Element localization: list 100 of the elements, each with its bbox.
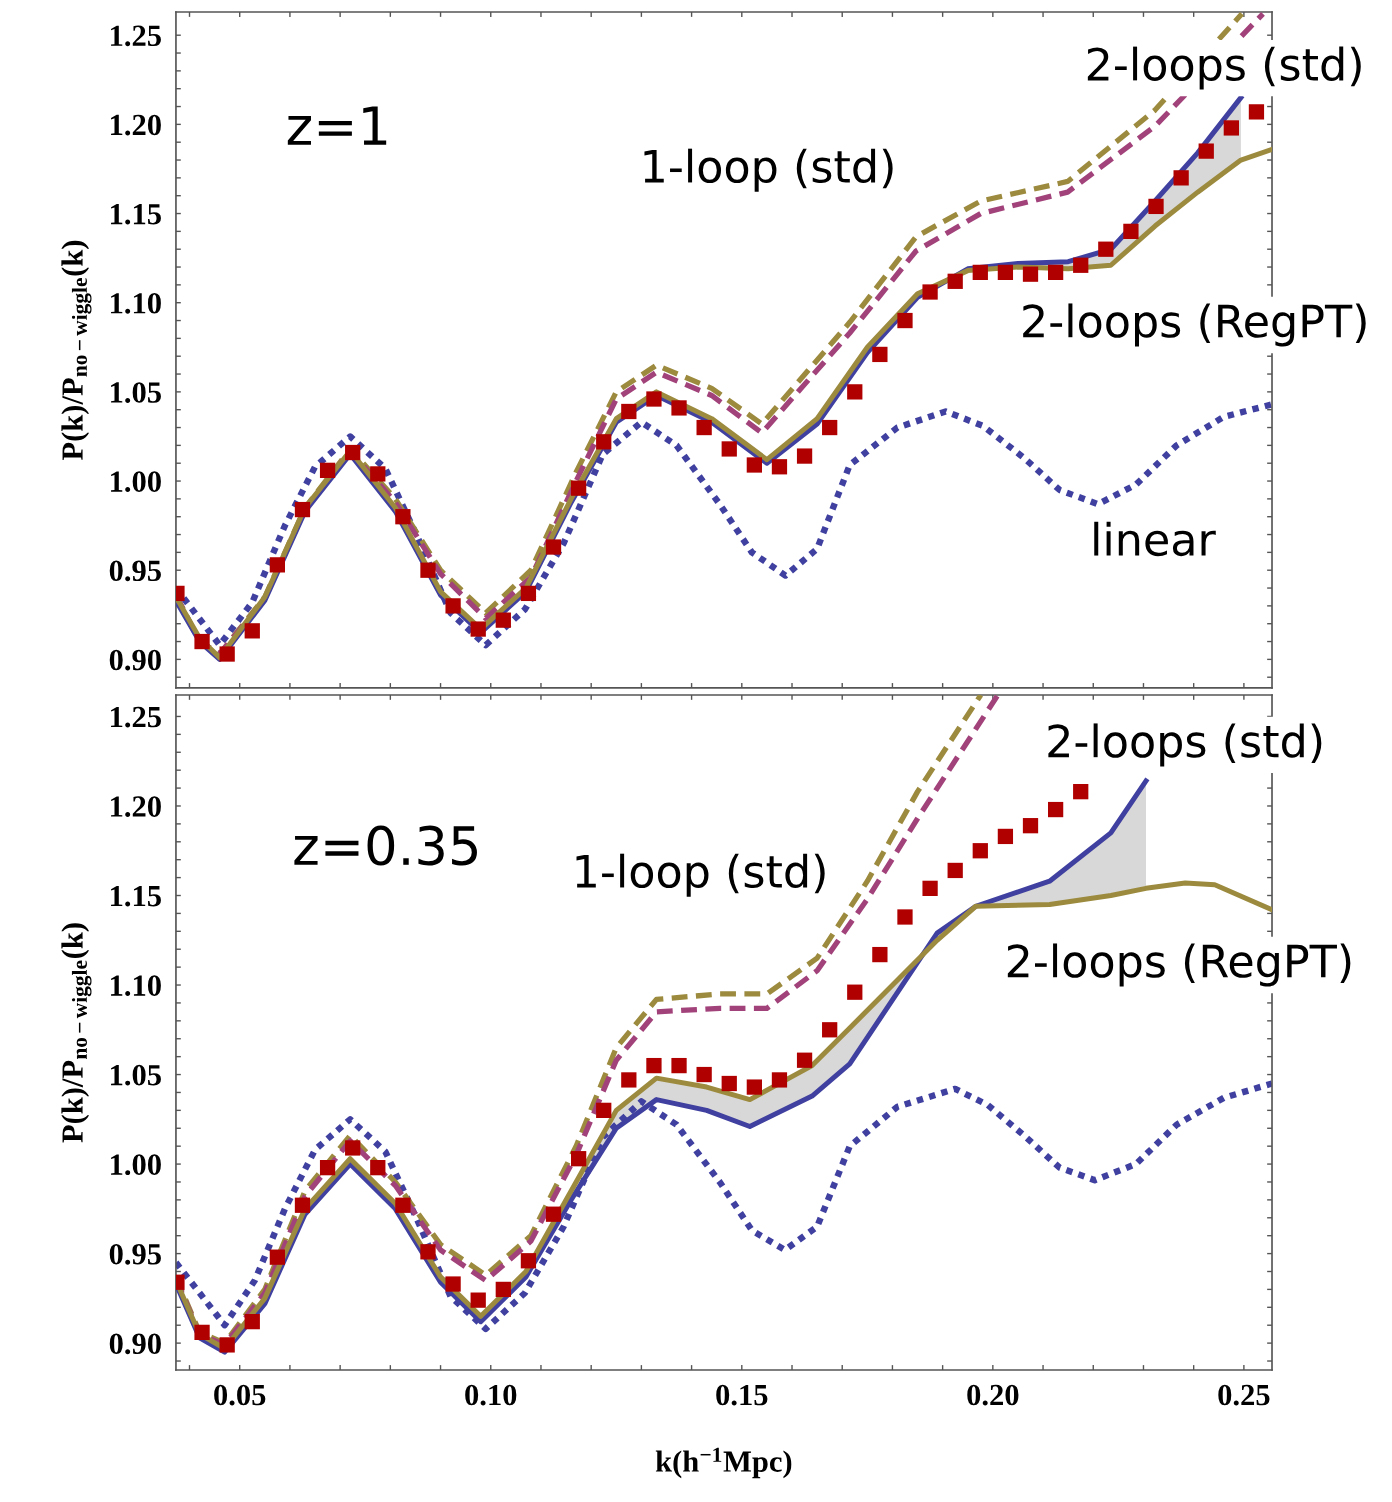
point — [972, 843, 988, 859]
point — [771, 1072, 788, 1088]
point — [947, 273, 963, 289]
point — [847, 384, 863, 400]
point — [972, 264, 988, 281]
point — [269, 1249, 286, 1265]
point — [294, 1197, 311, 1213]
point — [420, 1244, 436, 1260]
annotation: z=1 — [287, 106, 387, 145]
point — [671, 1057, 687, 1074]
point — [721, 441, 737, 457]
point — [495, 1281, 511, 1298]
y-tick-label: 1.00 — [111, 471, 161, 493]
y-tick-label: 1.10 — [111, 975, 161, 997]
x-tick-label: 0.15 — [716, 1384, 768, 1406]
point — [897, 909, 913, 925]
point — [997, 828, 1014, 845]
point — [621, 403, 637, 420]
point — [1022, 266, 1039, 282]
point — [696, 1066, 712, 1083]
annotation: z=0.35 — [294, 825, 477, 866]
point — [1098, 241, 1114, 257]
point — [1248, 104, 1265, 120]
point — [922, 284, 938, 300]
point — [495, 612, 511, 628]
point — [1073, 784, 1089, 800]
y-tick-label: 0.90 — [109, 1333, 161, 1355]
y-tick-label: 1.25 — [111, 25, 161, 47]
point — [872, 946, 888, 963]
point — [1022, 818, 1039, 834]
point — [570, 1151, 587, 1167]
point — [796, 1052, 813, 1068]
point — [621, 1072, 637, 1088]
point — [445, 598, 461, 614]
annotation: 2-loops (RegPT) — [1007, 943, 1351, 987]
y-tick-label: 0.95 — [109, 560, 161, 582]
point — [345, 1140, 361, 1156]
point — [596, 1102, 612, 1118]
point — [545, 1206, 562, 1222]
point — [370, 1160, 386, 1176]
point — [1198, 143, 1214, 159]
point — [1148, 198, 1164, 215]
point — [947, 862, 963, 879]
point — [194, 1324, 210, 1341]
point — [395, 509, 411, 525]
y-axis-title: P(k)/P$_{no−wiggle}$(k) — [61, 240, 92, 461]
point — [822, 1022, 838, 1038]
y-tick-label: 1.05 — [111, 1064, 161, 1086]
point — [470, 621, 486, 637]
point — [269, 557, 286, 573]
point — [696, 419, 712, 436]
point — [872, 346, 888, 363]
point — [721, 1075, 737, 1092]
point — [545, 539, 562, 555]
point — [319, 1160, 336, 1176]
y-tick-label: 1.20 — [111, 796, 161, 818]
y-tick-label: 1.15 — [111, 885, 161, 907]
point — [1123, 223, 1139, 240]
point — [395, 1197, 411, 1213]
point — [370, 466, 386, 482]
y-tick-label: 1.20 — [111, 114, 161, 136]
x-tick-label: 0.05 — [214, 1384, 266, 1406]
point — [746, 1079, 762, 1095]
x-tick-label: 0.10 — [465, 1384, 517, 1406]
point — [1047, 801, 1064, 818]
annotation: 2-loops (std) — [1087, 46, 1361, 90]
point — [1073, 257, 1089, 273]
point — [922, 880, 938, 896]
point — [345, 444, 361, 461]
y-tick-label: 0.95 — [109, 1243, 161, 1265]
point — [520, 585, 537, 602]
annotation: linear — [1094, 521, 1216, 557]
y-tick-label: 1.00 — [111, 1154, 161, 1176]
annotation: 2-loops (std) — [1048, 723, 1322, 767]
point — [997, 264, 1014, 281]
x-tick-label: 0.20 — [967, 1384, 1019, 1406]
point — [244, 623, 260, 639]
y-tick-label: 1.05 — [111, 382, 161, 403]
point — [646, 1057, 662, 1074]
point — [847, 984, 863, 1000]
point — [194, 633, 210, 650]
x-axis-title: k(h$^{−1}$Mpc) — [655, 1447, 792, 1479]
point — [796, 448, 813, 464]
y-tick-label: 0.90 — [109, 649, 161, 671]
point — [771, 459, 788, 475]
y-tick-label: 1.15 — [111, 203, 161, 225]
point — [420, 562, 436, 578]
point — [746, 457, 762, 473]
annotation: 2-loops (RegPT) — [1023, 303, 1366, 347]
annotation: 1-loop (std) — [576, 853, 825, 897]
point — [445, 1276, 461, 1292]
point — [570, 480, 587, 496]
y-axis-title: P(k)/P$_{no−wiggle}$(k) — [61, 923, 92, 1143]
point — [1223, 120, 1239, 136]
point — [219, 1337, 235, 1353]
point — [897, 312, 913, 329]
annotation: 1-loop (std) — [644, 148, 893, 192]
y-tick-label: 1.25 — [111, 706, 161, 728]
point — [1173, 170, 1189, 186]
point — [520, 1253, 537, 1269]
